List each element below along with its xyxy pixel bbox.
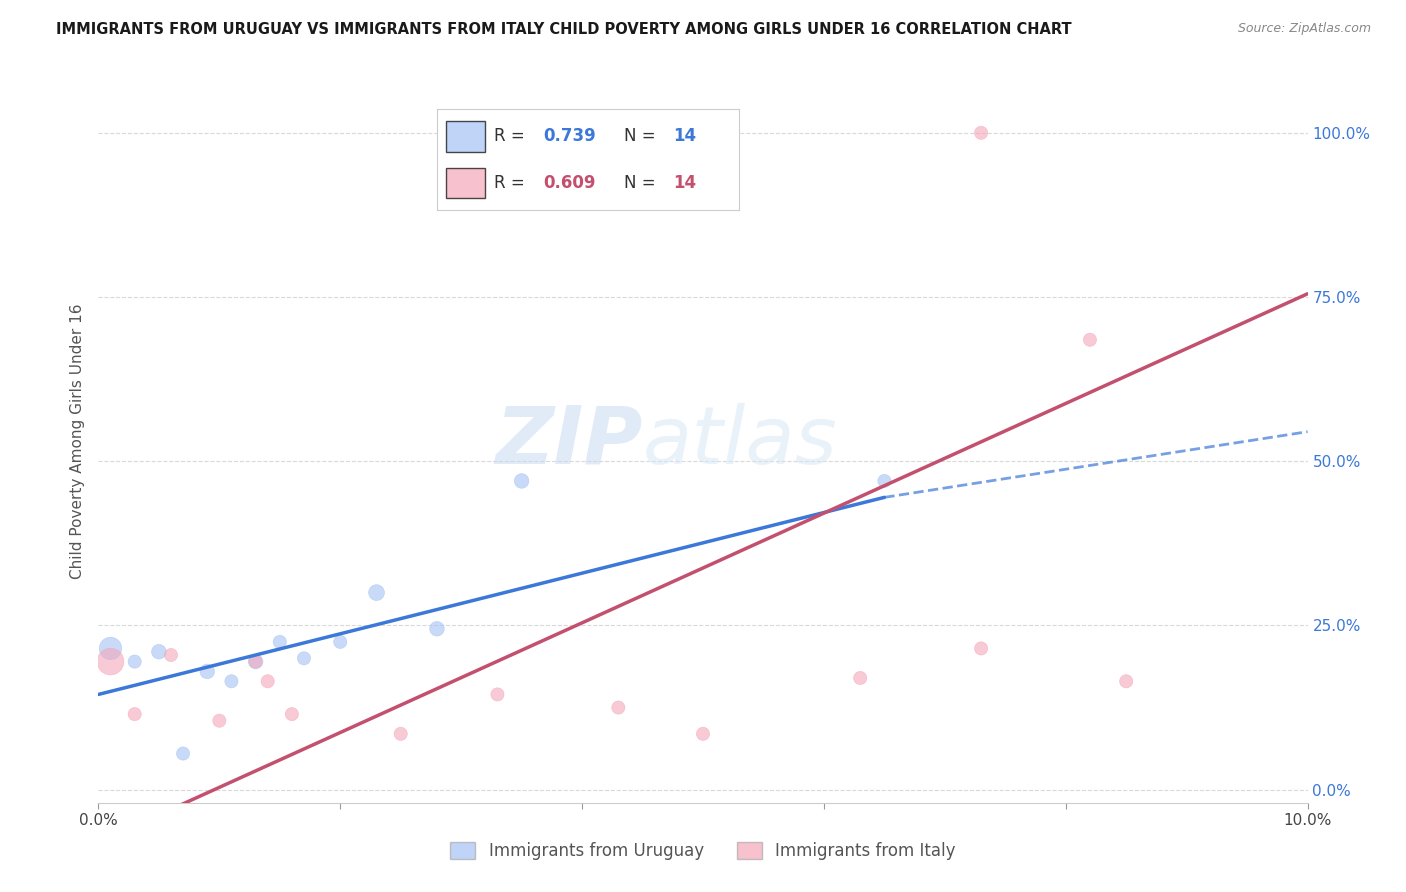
Point xyxy=(245,655,267,669)
Text: Source: ZipAtlas.com: Source: ZipAtlas.com xyxy=(1237,22,1371,36)
Point xyxy=(281,707,304,722)
Point xyxy=(269,635,291,649)
Point xyxy=(389,727,412,741)
Point xyxy=(292,651,315,665)
Point xyxy=(195,665,218,679)
Y-axis label: Child Poverty Among Girls Under 16: Child Poverty Among Girls Under 16 xyxy=(69,304,84,579)
Point xyxy=(329,635,352,649)
Text: IMMIGRANTS FROM URUGUAY VS IMMIGRANTS FROM ITALY CHILD POVERTY AMONG GIRLS UNDER: IMMIGRANTS FROM URUGUAY VS IMMIGRANTS FR… xyxy=(56,22,1071,37)
Point xyxy=(607,700,630,714)
Point xyxy=(366,585,388,599)
Text: atlas: atlas xyxy=(643,402,838,481)
Point xyxy=(100,641,122,656)
Point xyxy=(970,641,993,656)
Point xyxy=(692,727,714,741)
Point xyxy=(873,474,896,488)
Point xyxy=(426,622,449,636)
Legend: Immigrants from Uruguay, Immigrants from Italy: Immigrants from Uruguay, Immigrants from… xyxy=(443,835,963,867)
Point xyxy=(1078,333,1101,347)
Point xyxy=(148,645,170,659)
Point xyxy=(124,707,146,722)
Point xyxy=(160,648,183,662)
Point xyxy=(172,747,194,761)
Point xyxy=(510,474,533,488)
Point xyxy=(221,674,243,689)
Point xyxy=(849,671,872,685)
Point xyxy=(208,714,231,728)
Point xyxy=(486,687,509,701)
Point xyxy=(124,655,146,669)
Point xyxy=(256,674,278,689)
Text: ZIP: ZIP xyxy=(495,402,643,481)
Point xyxy=(100,655,122,669)
Point xyxy=(245,655,267,669)
Point xyxy=(1115,674,1137,689)
Point xyxy=(970,126,993,140)
